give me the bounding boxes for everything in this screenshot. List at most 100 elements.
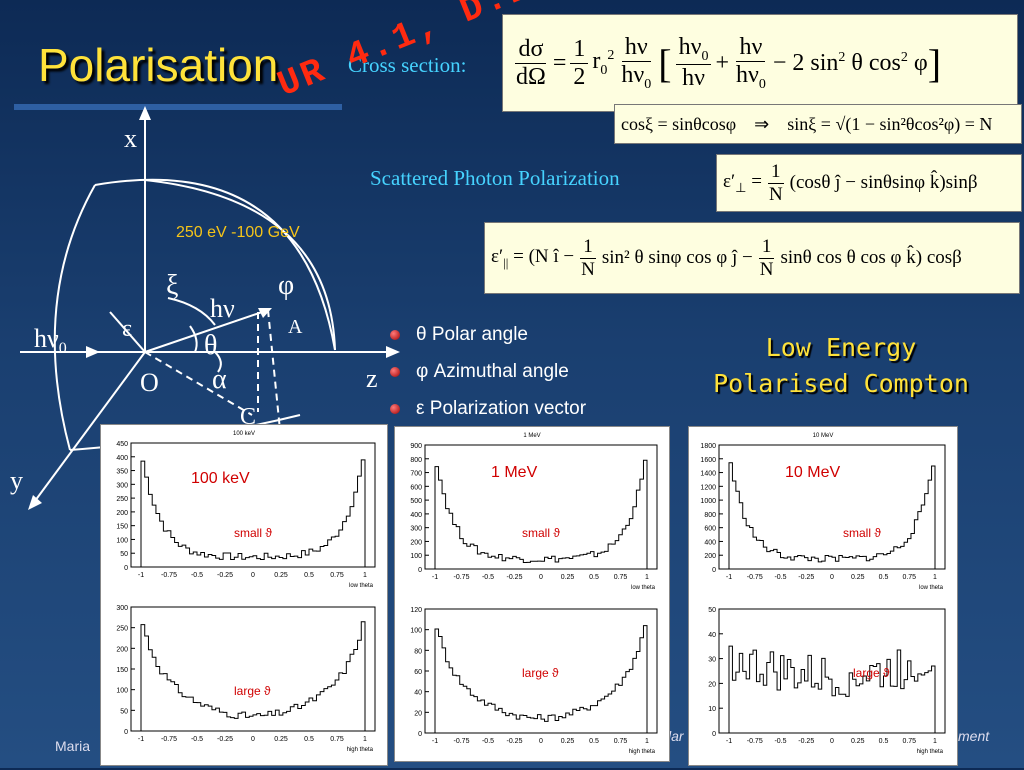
y-tick-label: 300 <box>116 482 128 489</box>
histogram-line <box>140 459 366 567</box>
plot-frame <box>718 444 946 570</box>
x-tick-label: -1 <box>138 736 144 743</box>
x-axis-title: high theta <box>629 749 656 755</box>
y-tick-label: 20 <box>708 681 716 688</box>
y-tick-label: 300 <box>116 605 128 612</box>
y-tick-label: 1600 <box>700 457 716 464</box>
small-theta-label: small ϑ <box>843 526 881 540</box>
x-tick-label: -0.5 <box>482 738 494 745</box>
y-tick-label: 500 <box>410 498 422 505</box>
y-tick-label: 200 <box>116 646 128 653</box>
y-tick-label: 50 <box>120 551 128 558</box>
x-tick-label: -0.75 <box>747 738 763 745</box>
y-tick-label: 10 <box>708 706 716 713</box>
x-tick-label: 0.5 <box>589 574 599 581</box>
large-theta-label: large ϑ <box>234 684 271 698</box>
x-axis-title: high theta <box>917 749 944 755</box>
section-heading: Low Energy Polarised Compton <box>713 333 969 398</box>
y-tick-label: 100 <box>116 688 128 695</box>
y-tick-label: 900 <box>410 443 422 450</box>
x-tick-label: -0.5 <box>191 736 203 743</box>
x-tick-label: 0.75 <box>614 738 628 745</box>
x-tick-label: -0.75 <box>161 736 177 743</box>
y-tick-label: 200 <box>116 510 128 517</box>
y-tick-label: 250 <box>116 626 128 633</box>
scattered-photon-label: hν <box>210 294 235 323</box>
footer-right: ment <box>958 728 990 744</box>
y-tick-label: 100 <box>410 628 422 635</box>
y-tick-label: 80 <box>414 648 422 655</box>
point-c-label: C <box>240 404 257 430</box>
x-tick-label: -0.25 <box>217 572 233 579</box>
x-tick-label: 0.5 <box>304 572 314 579</box>
bullet-theta: θ Polar angle <box>390 316 586 353</box>
scattered-polarization-label: Scattered Photon Polarization <box>370 166 620 190</box>
plot-frame <box>718 608 946 734</box>
y-tick-label: 120 <box>410 607 422 614</box>
axis-y-label: y <box>10 466 23 495</box>
footer-mid: lar <box>668 728 684 744</box>
x-axis-title: low theta <box>349 583 374 589</box>
x-tick-label: 0 <box>251 736 255 743</box>
histogram-line <box>728 645 936 733</box>
small-theta-label: small ϑ <box>234 526 272 540</box>
x-tick-label: 0.75 <box>330 572 344 579</box>
x-tick-label: -1 <box>432 738 438 745</box>
energy-label: 10 MeV <box>785 464 840 481</box>
bullet-dot-icon <box>390 403 400 414</box>
y-tick-label: 200 <box>410 539 422 546</box>
footer-left: Maria <box>55 738 91 754</box>
histogram-panel-100kev: 100 keV 450 400 350 300 250 200 150 100 50 0 -1 -0.7… <box>100 424 388 766</box>
x-tick-label: -0.25 <box>798 574 814 581</box>
x-tick-label: 0.75 <box>902 574 916 581</box>
x-tick-label: 0.25 <box>561 574 575 581</box>
x-tick-label: 0 <box>251 572 255 579</box>
y-tick-label: 1200 <box>700 484 716 491</box>
x-tick-label: -0.25 <box>507 574 523 581</box>
y-tick-label: 50 <box>708 607 716 614</box>
epsilon-label: ε <box>122 316 133 342</box>
y-tick-label: 0 <box>124 729 128 736</box>
x-axis-title: low theta <box>631 585 656 591</box>
histogram-panel-10mev: 10 MeV 1800 1600 1400 1200 1000 800 600 400 200 0-… <box>688 426 958 766</box>
y-tick-label: 1800 <box>700 443 716 450</box>
x-tick-label: 0.75 <box>614 574 628 581</box>
y-tick-label: 800 <box>704 512 716 519</box>
bullet-dot-icon <box>390 329 400 340</box>
incident-photon-label: hν0 <box>34 324 67 358</box>
x-tick-label: -0.75 <box>161 572 177 579</box>
x-tick-label: 0.5 <box>304 736 314 743</box>
histogram-line <box>140 621 366 731</box>
histogram-line <box>434 459 648 569</box>
axis-z-label: z <box>366 364 378 393</box>
cross-section-label: Cross section: <box>348 53 467 77</box>
x-tick-label: 0.75 <box>330 736 344 743</box>
y-tick-label: 600 <box>410 484 422 491</box>
y-tick-label: 0 <box>418 731 422 738</box>
y-tick-label: 600 <box>704 526 716 533</box>
y-tick-label: 400 <box>116 455 128 462</box>
x-tick-label: -1 <box>726 738 732 745</box>
x-axis-title: low theta <box>919 585 944 591</box>
origin-label: O <box>140 368 159 397</box>
y-tick-label: 0 <box>418 567 422 574</box>
x-tick-label: -0.75 <box>454 574 470 581</box>
x-tick-label: -1 <box>726 574 732 581</box>
y-tick-label: 150 <box>116 524 128 531</box>
x-tick-label: 0.5 <box>589 738 599 745</box>
plot-title: 100 keV <box>233 431 255 437</box>
plot-title: 1 MeV <box>523 433 540 439</box>
axis-x-label: x <box>124 124 137 153</box>
x-tick-label: 0 <box>539 574 543 581</box>
y-tick-label: 0 <box>712 567 716 574</box>
x-tick-label: 0.5 <box>879 738 889 745</box>
y-tick-label: 350 <box>116 469 128 476</box>
cos-xi-formula: cosξ = sinθcosφ ⇒ sinξ = √(1 − sin²θcos²… <box>614 104 1022 144</box>
y-tick-label: 700 <box>410 471 422 478</box>
x-tick-label: -0.5 <box>774 574 786 581</box>
y-tick-label: 100 <box>410 553 422 560</box>
y-tick-label: 40 <box>414 690 422 697</box>
x-tick-label: -1 <box>432 574 438 581</box>
bullet-epsilon: ε Polarization vector <box>390 390 586 427</box>
